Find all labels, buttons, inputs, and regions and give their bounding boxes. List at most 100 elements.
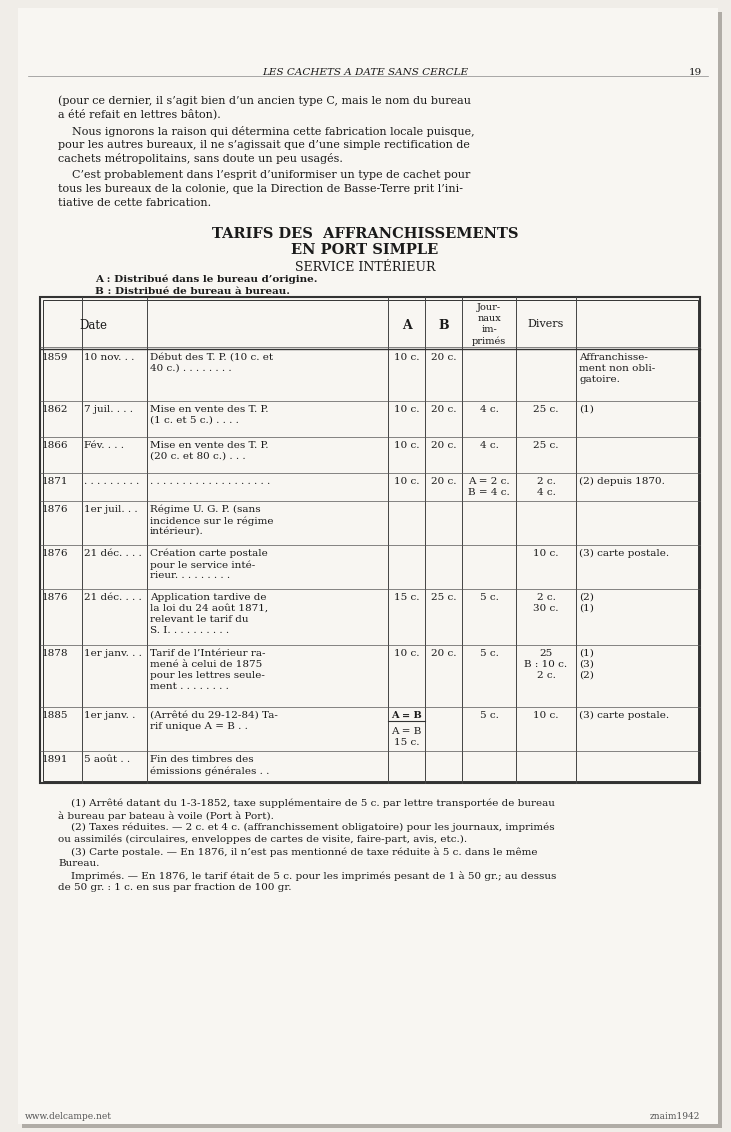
Text: pour le service inté-: pour le service inté- (150, 560, 255, 569)
Text: 10 c.: 10 c. (533, 711, 558, 720)
Text: 21 déc. . . .: 21 déc. . . . (84, 593, 142, 602)
Text: intérieur).: intérieur). (150, 528, 204, 535)
Text: à bureau par bateau à voile (Port à Port).: à bureau par bateau à voile (Port à Port… (58, 811, 274, 821)
Text: 5 c.: 5 c. (480, 711, 499, 720)
Bar (40, 297, 700, 783)
Text: 1er janv. . .: 1er janv. . . (84, 649, 142, 658)
Text: tiative de cette fabrication.: tiative de cette fabrication. (58, 197, 211, 207)
Text: a été refait en lettres bâton).: a été refait en lettres bâton). (58, 109, 221, 119)
Text: Mise en vente des T. P.: Mise en vente des T. P. (150, 441, 268, 451)
Text: 21 déc. . . .: 21 déc. . . . (84, 549, 142, 558)
Text: A: A (401, 319, 412, 332)
Text: (2) Taxes réduites. — 2 c. et 4 c. (affranchissement obligatoire) pour les journ: (2) Taxes réduites. — 2 c. et 4 c. (affr… (58, 823, 555, 832)
Text: 1871: 1871 (42, 477, 69, 486)
Text: 2 c.: 2 c. (537, 593, 556, 602)
Text: im-: im- (481, 325, 497, 334)
Text: A = B: A = B (391, 711, 422, 720)
Text: 25 c.: 25 c. (431, 593, 456, 602)
Text: 4 c.: 4 c. (480, 405, 499, 414)
Text: LES CACHETS A DATE SANS CERCLE: LES CACHETS A DATE SANS CERCLE (262, 68, 468, 77)
Text: Imprimés. — En 1876, le tarif était de 5 c. pour les imprimés pesant de 1 à 50 g: Imprimés. — En 1876, le tarif était de 5… (58, 871, 556, 881)
Text: . . . . . . . . .: . . . . . . . . . (84, 477, 139, 486)
Text: (pour ce dernier, il s’agit bien d’un ancien type C, mais le nom du bureau: (pour ce dernier, il s’agit bien d’un an… (58, 95, 471, 105)
Text: 1859: 1859 (42, 353, 69, 362)
Text: rif unique A = B . .: rif unique A = B . . (150, 722, 248, 731)
Text: (1): (1) (579, 604, 594, 614)
Text: 7 juil. . . .: 7 juil. . . . (84, 405, 133, 414)
Text: Tarif de l’Intérieur ra-: Tarif de l’Intérieur ra- (150, 649, 265, 658)
Text: 15 c.: 15 c. (394, 593, 420, 602)
Text: A : Distribué dans le bureau d’origine.: A : Distribué dans le bureau d’origine. (95, 275, 317, 284)
Text: 25: 25 (539, 649, 553, 658)
Text: Affranchisse-: Affranchisse- (579, 353, 648, 362)
Text: tous les bureaux de la colonie, que la Direction de Basse-Terre prit l’ini-: tous les bureaux de la colonie, que la D… (58, 185, 463, 194)
Text: 1866: 1866 (42, 441, 69, 451)
Text: C’est probablement dans l’esprit d’uniformiser un type de cachet pour: C’est probablement dans l’esprit d’unifo… (58, 171, 470, 180)
Text: 40 c.) . . . . . . . .: 40 c.) . . . . . . . . (150, 365, 232, 374)
Text: B = 4 c.: B = 4 c. (468, 488, 510, 497)
Text: (Arrêté du 29-12-84) Ta-: (Arrêté du 29-12-84) Ta- (150, 711, 278, 720)
Text: Mise en vente des T. P.: Mise en vente des T. P. (150, 405, 268, 414)
Text: 4 c.: 4 c. (537, 488, 556, 497)
Text: 1876: 1876 (42, 549, 69, 558)
Text: 4 c.: 4 c. (480, 441, 499, 451)
Text: 20 c.: 20 c. (431, 649, 456, 658)
Text: ment non obli-: ment non obli- (579, 365, 655, 374)
Text: (2) depuis 1870.: (2) depuis 1870. (579, 477, 665, 486)
Text: 1er juil. . .: 1er juil. . . (84, 505, 137, 514)
Text: Divers: Divers (528, 319, 564, 329)
Text: Application tardive de: Application tardive de (150, 593, 267, 602)
Text: A = B: A = B (391, 727, 422, 736)
Text: Fév. . . .: Fév. . . . (84, 441, 124, 451)
Text: pour les lettres seule-: pour les lettres seule- (150, 671, 265, 680)
Text: 5 c.: 5 c. (480, 649, 499, 658)
Text: 10 c.: 10 c. (394, 353, 420, 362)
Text: Bureau.: Bureau. (58, 859, 99, 868)
Text: 10 c.: 10 c. (394, 477, 420, 486)
Text: 1876: 1876 (42, 593, 69, 602)
Text: (1 c. et 5 c.) . . . .: (1 c. et 5 c.) . . . . (150, 415, 239, 424)
Text: www.delcampe.net: www.delcampe.net (25, 1112, 112, 1121)
Bar (42, 300, 697, 780)
Text: (2): (2) (579, 593, 594, 602)
Text: de 50 gr. : 1 c. en sus par fraction de 100 gr.: de 50 gr. : 1 c. en sus par fraction de … (58, 883, 292, 892)
Text: 2 c.: 2 c. (537, 477, 556, 486)
Text: (1): (1) (579, 649, 594, 658)
Text: 20 c.: 20 c. (431, 353, 456, 362)
Text: gatoire.: gatoire. (579, 375, 620, 384)
Text: 20 c.: 20 c. (431, 477, 456, 486)
Text: 1876: 1876 (42, 505, 69, 514)
Text: ou assimilés (circulaires, enveloppes de cartes de visite, faire-part, avis, etc: ou assimilés (circulaires, enveloppes de… (58, 835, 467, 844)
Text: 19: 19 (689, 68, 702, 77)
Text: 1891: 1891 (42, 755, 69, 764)
Text: Début des T. P. (10 c. et: Début des T. P. (10 c. et (150, 353, 273, 362)
Text: S. I. . . . . . . . . .: S. I. . . . . . . . . . (150, 626, 229, 635)
Text: incidence sur le régime: incidence sur le régime (150, 516, 273, 525)
Text: Création carte postale: Création carte postale (150, 549, 268, 558)
Text: la loi du 24 août 1871,: la loi du 24 août 1871, (150, 604, 268, 614)
Text: 10 c.: 10 c. (394, 405, 420, 414)
Text: B : Distribué de bureau à bureau.: B : Distribué de bureau à bureau. (95, 288, 290, 295)
Text: A = 2 c.: A = 2 c. (468, 477, 510, 486)
Text: (3) carte postale.: (3) carte postale. (579, 549, 669, 558)
Text: SERVICE INTÉRIEUR: SERVICE INTÉRIEUR (295, 261, 435, 274)
Text: 5 août . .: 5 août . . (84, 755, 130, 764)
Text: primés: primés (472, 336, 506, 345)
Text: znaim1942: znaim1942 (650, 1112, 700, 1121)
Text: 30 c.: 30 c. (533, 604, 558, 614)
Text: (1): (1) (579, 405, 594, 414)
Text: relevant le tarif du: relevant le tarif du (150, 615, 249, 624)
Text: 2 c.: 2 c. (537, 671, 556, 680)
Text: . . . . . . . . . . . . . . . . . . .: . . . . . . . . . . . . . . . . . . . (150, 477, 270, 486)
Text: B: B (438, 319, 449, 332)
Text: 10 c.: 10 c. (394, 649, 420, 658)
Text: ment . . . . . . . .: ment . . . . . . . . (150, 681, 229, 691)
Text: 1er janv. .: 1er janv. . (84, 711, 135, 720)
Text: Fin des timbres des: Fin des timbres des (150, 755, 254, 764)
Text: pour les autres bureaux, il ne s’agissait que d’une simple rectification de: pour les autres bureaux, il ne s’agissai… (58, 139, 470, 149)
Text: 25 c.: 25 c. (533, 405, 558, 414)
Text: mené à celui de 1875: mené à celui de 1875 (150, 660, 262, 669)
Text: rieur. . . . . . . . .: rieur. . . . . . . . . (150, 571, 230, 580)
Text: B : 10 c.: B : 10 c. (524, 660, 567, 669)
Text: 1885: 1885 (42, 711, 69, 720)
